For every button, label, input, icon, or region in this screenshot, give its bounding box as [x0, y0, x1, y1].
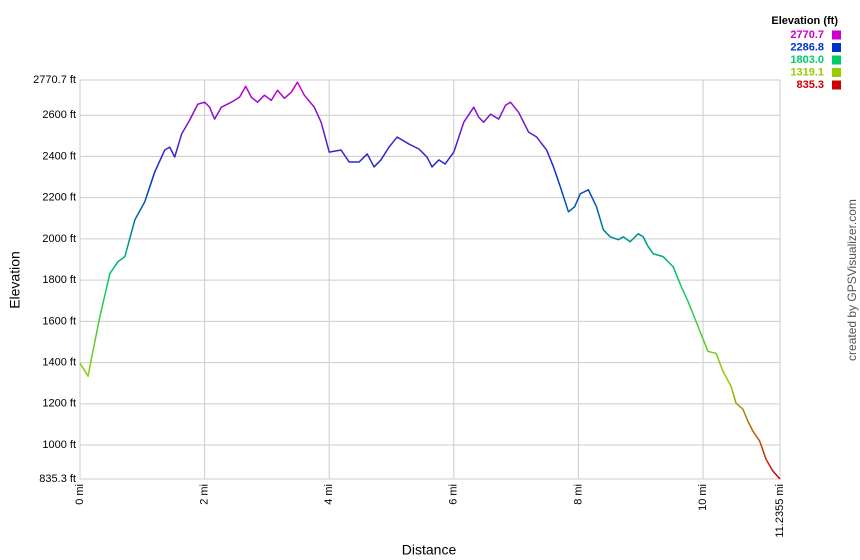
legend-label: 835.3: [796, 79, 824, 91]
legend-label: 2770.7: [790, 29, 824, 41]
y-tick-label: 1600 ft: [42, 315, 76, 327]
y-tick-label: 1200 ft: [42, 398, 76, 410]
y-tick-label: 1400 ft: [42, 356, 76, 368]
x-tick-label: 10 mi: [697, 484, 709, 511]
y-tick-label: 2000 ft: [42, 233, 76, 245]
y-tick-label: 1800 ft: [42, 274, 76, 286]
y-tick-label: 2600 ft: [42, 109, 76, 121]
y-tick-label: 2770.7 ft: [33, 74, 76, 86]
y-tick-label: 835.3 ft: [39, 473, 76, 485]
y-tick-label: 2200 ft: [42, 192, 76, 204]
y-axis-label: Elevation: [7, 251, 23, 309]
legend-label: 1803.0: [790, 54, 824, 66]
legend-swatch: [832, 80, 841, 90]
legend-label: 1319.1: [790, 66, 824, 78]
x-tick-label: 6 mi: [448, 484, 460, 505]
legend-swatch: [832, 68, 841, 77]
x-tick-label: 8 mi: [572, 484, 584, 505]
legend-swatch: [832, 55, 841, 65]
y-tick-label: 2400 ft: [42, 150, 76, 162]
legend-title: Elevation (ft): [771, 15, 838, 27]
y-tick-label: 1000 ft: [42, 439, 76, 451]
legend-swatch: [832, 43, 841, 52]
legend-label: 2286.8: [790, 41, 824, 53]
plot-border: [79, 79, 781, 480]
x-tick-label: 0 mi: [74, 484, 86, 505]
legend-swatch: [832, 30, 841, 40]
x-tick-label: 11.2355 mi: [774, 484, 786, 538]
credit: created by GPSVisualizer.com: [845, 199, 859, 361]
x-axis-label: Distance: [402, 542, 457, 558]
x-tick-label: 2 mi: [199, 484, 211, 505]
x-tick-label: 4 mi: [323, 484, 335, 505]
elevation-line: [79, 81, 781, 480]
